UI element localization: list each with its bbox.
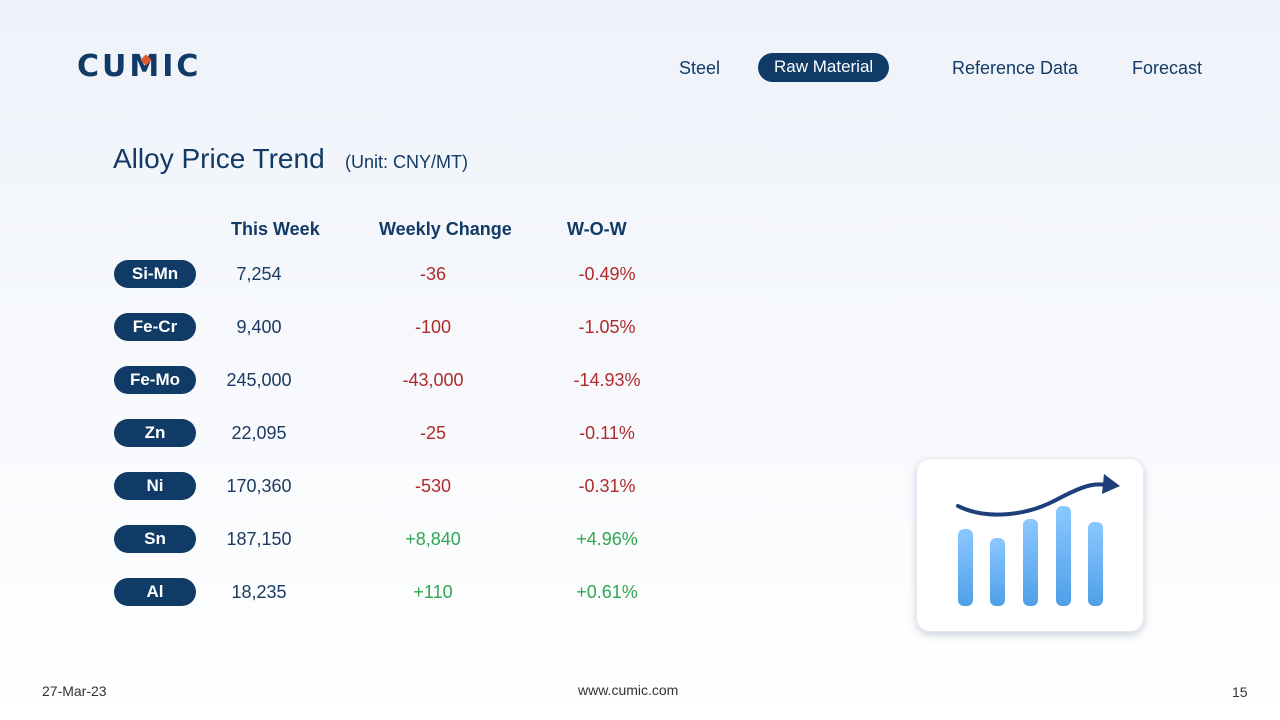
arrow-head-icon [1102,474,1120,494]
footer-date: 27-Mar-23 [42,683,107,699]
weekly-change-value: -43,000 [402,370,464,390]
illustration-bar [990,538,1005,606]
wow-value: -14.93% [573,370,641,390]
trend-line [956,482,1116,517]
table-row: Zn 22,095 -25 -0.11% [0,418,700,448]
this-week-value: 9,400 [236,317,282,337]
cumic-logo: CUMIC [77,52,201,82]
this-week-value: 22,095 [231,423,287,443]
header-weekly-change: Weekly Change [379,219,512,239]
this-week-value: 170,360 [226,476,292,496]
alloy-badge: Zn [114,419,196,447]
nav-raw-material[interactable]: Raw Material [758,53,890,82]
this-week-value: 18,235 [231,582,287,602]
weekly-change-value: +8,840 [405,529,461,549]
weekly-change-value: -100 [414,317,452,337]
alloy-badge: Fe-Cr [114,313,196,341]
bar-chart-trend-up-icon [956,474,1120,606]
this-week-value: 245,000 [226,370,292,390]
table-row: Al 18,235 +110 +0.61% [0,577,700,607]
weekly-change-value: -25 [419,423,446,443]
header-wow: W-O-W [567,219,627,239]
this-week-value: 187,150 [226,529,292,549]
wow-value: -0.49% [578,264,636,284]
page-title: Alloy Price Trend [113,143,325,174]
wow-value: -0.31% [578,476,636,496]
nav-steel[interactable]: Steel [679,58,721,78]
trend-illustration [916,458,1144,632]
illustration-bar [1023,519,1038,606]
weekly-change-value: -36 [419,264,446,284]
logo-text: CUMIC [77,49,202,84]
illustration-bar [1088,522,1103,606]
weekly-change-value: +110 [413,582,453,602]
alloy-badge: Ni [114,472,196,500]
top-nav: Steel Raw Material Reference Data Foreca… [0,53,1280,83]
alloy-badge: Al [114,578,196,606]
footer-website[interactable]: www.cumic.com [578,682,679,698]
table-row: Si-Mn 7,254 -36 -0.49% [0,259,700,289]
table-row: Fe-Cr 9,400 -100 -1.05% [0,312,700,342]
wow-value: +0.61% [576,582,638,602]
wow-value: +4.96% [576,529,638,549]
nav-forecast[interactable]: Forecast [1132,58,1203,78]
illustration-bar [958,529,973,606]
unit-label: (Unit: CNY/MT) [345,152,468,172]
weekly-change-value: -530 [414,476,452,496]
table-row: Ni 170,360 -530 -0.31% [0,471,700,501]
this-week-value: 7,254 [236,264,282,284]
alloy-badge: Sn [114,525,196,553]
nav-reference-data[interactable]: Reference Data [952,58,1079,78]
alloy-badge: Fe-Mo [114,366,196,394]
page-number: 15 [1232,684,1248,700]
wow-value: -1.05% [578,317,636,337]
alloy-badge: Si-Mn [114,260,196,288]
table-row: Sn 187,150 +8,840 +4.96% [0,524,700,554]
table-row: Fe-Mo 245,000 -43,000 -14.93% [0,365,700,395]
header-this-week: This Week [231,219,320,239]
illustration-bar [1056,506,1071,606]
wow-value: -0.11% [579,423,635,443]
